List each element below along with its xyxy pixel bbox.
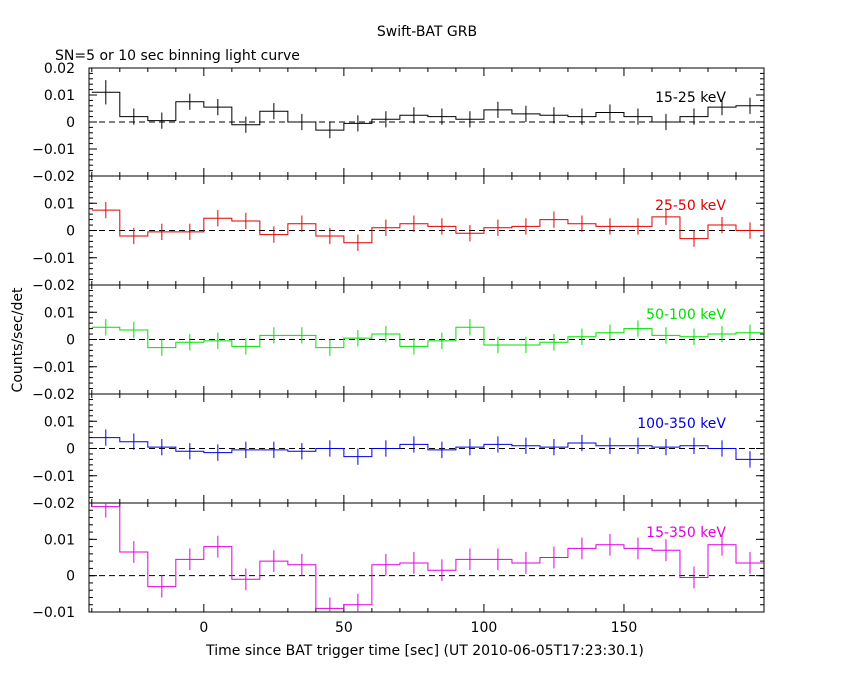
- x-axis-label: Time since BAT trigger time [sec] (UT 20…: [205, 643, 644, 659]
- y-tick-label: 0: [66, 224, 75, 240]
- y-tick-label: 0: [66, 442, 75, 458]
- series-line: [91, 326, 764, 349]
- y-tick-label: −0.01: [32, 251, 75, 267]
- y-tick-label: −0.01: [32, 605, 75, 621]
- series-line: [91, 91, 764, 131]
- y-tick-label: 0.01: [44, 414, 75, 430]
- panel-label: 15-25 keV: [655, 90, 726, 106]
- y-tick-label: 0.01: [44, 88, 75, 104]
- panel-3: −0.02 −0.01 0 0.01 100-350 keV: [32, 393, 765, 512]
- x-tick-label: 0: [199, 620, 208, 636]
- x-tick-label: 50: [335, 620, 353, 636]
- y-tick-label: −0.02: [32, 278, 75, 294]
- panel-2: −0.02 −0.01 0 0.01 50-100 keV: [32, 284, 765, 403]
- panels: −0.02 −0.01 0 0.01 0.02 15-25 keV −0.02 −0.01 0 0…: [32, 61, 765, 636]
- chart-title: Swift-BAT GRB: [377, 24, 477, 40]
- panel-1: −0.02 −0.01 0 0.01 25-50 keV: [32, 175, 765, 294]
- y-tick-label: 0: [66, 333, 75, 349]
- y-tick-label: 0.01: [44, 305, 75, 321]
- y-tick-label: −0.01: [32, 469, 75, 485]
- x-tick-label: 150: [611, 620, 638, 636]
- series-line: [91, 506, 764, 609]
- panel-label: 100-350 keV: [637, 416, 726, 432]
- y-tick-label: 0.02: [44, 61, 75, 77]
- x-tick-label: 100: [471, 620, 498, 636]
- y-tick-label: 0: [66, 569, 75, 585]
- panel-4: −0.01 0 0.01 15-350 keV: [32, 502, 765, 621]
- y-tick-label: 0: [66, 115, 75, 131]
- panel-label: 25-50 keV: [655, 198, 726, 214]
- panel-label: 15-350 keV: [646, 525, 726, 541]
- panel-frame: [88, 502, 765, 613]
- panel-label: 50-100 keV: [646, 307, 726, 323]
- y-tick-label: −0.02: [32, 496, 75, 512]
- chart-subtitle: SN=5 or 10 sec binning light curve: [55, 48, 300, 64]
- y-tick-label: 0.01: [44, 532, 75, 548]
- y-tick-label: −0.01: [32, 360, 75, 376]
- y-tick-label: −0.02: [32, 387, 75, 403]
- series-line: [91, 437, 764, 460]
- series-line: [91, 209, 764, 244]
- y-tick-label: −0.01: [32, 142, 75, 158]
- y-tick-label: 0.01: [44, 196, 75, 212]
- y-axis-label: Counts/sec/det: [10, 287, 26, 392]
- y-tick-label: −0.02: [32, 169, 75, 185]
- panel-0: −0.02 −0.01 0 0.01 0.02 15-25 keV: [32, 61, 765, 185]
